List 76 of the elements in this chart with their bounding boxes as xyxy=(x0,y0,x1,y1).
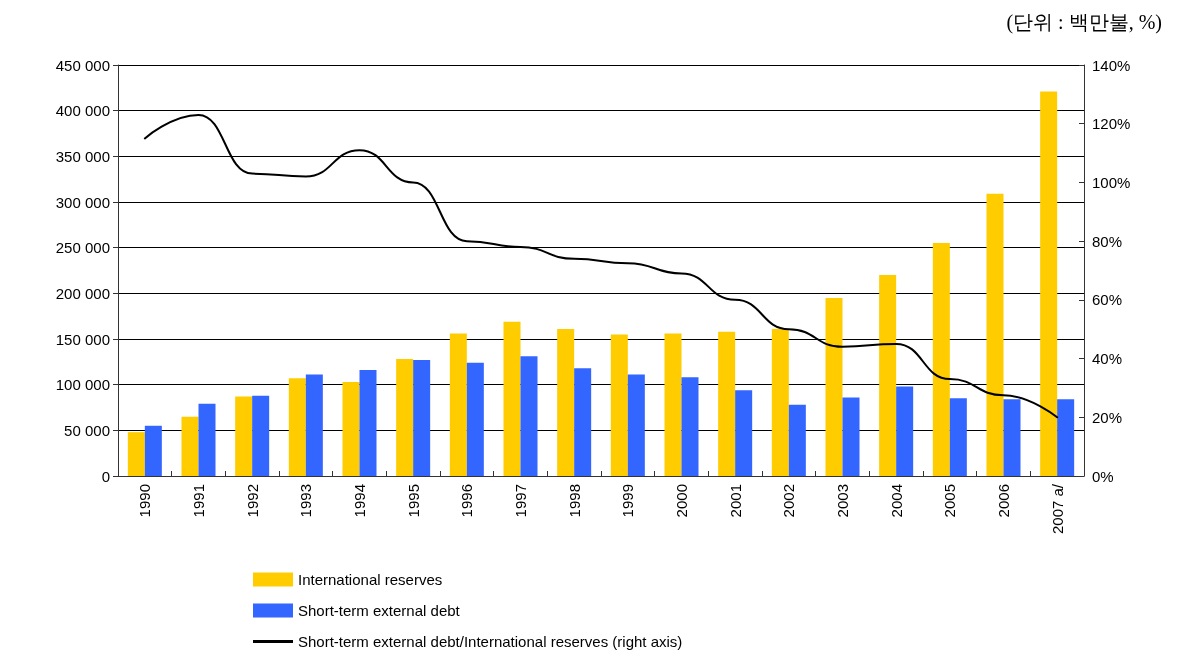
bar xyxy=(932,243,950,476)
bar xyxy=(235,396,253,476)
x-tick-label: 1992 xyxy=(243,484,261,518)
y-tick-label: 50 000 xyxy=(64,421,110,439)
bar xyxy=(879,275,897,476)
x-tick-label: 2002 xyxy=(780,484,798,518)
x-tick-label: 1995 xyxy=(404,484,422,518)
bar xyxy=(986,193,1004,476)
x-tick-label: 1991 xyxy=(190,484,207,518)
bar xyxy=(466,362,484,476)
y2-tick-label: 100% xyxy=(1092,173,1131,191)
bar xyxy=(718,331,736,476)
x-tick-label: 1996 xyxy=(458,484,476,518)
bar xyxy=(198,403,216,476)
x-tick-label: 2005 xyxy=(941,484,959,518)
bar xyxy=(627,374,645,476)
bar xyxy=(520,356,538,476)
x-tick-label: 1999 xyxy=(619,484,637,518)
bar xyxy=(681,377,699,476)
bar xyxy=(557,328,575,476)
y-tick-label: 400 000 xyxy=(55,102,110,120)
y-tick-label: 0 xyxy=(101,467,110,485)
x-tick-label: 2007 a/ xyxy=(1048,483,1066,535)
y-tick-label: 200 000 xyxy=(55,284,110,302)
bar xyxy=(842,397,860,476)
y2-tick-label: 20% xyxy=(1092,408,1123,426)
x-tick-label: 1990 xyxy=(136,484,154,518)
bar xyxy=(949,398,967,476)
x-tick-label: 2000 xyxy=(673,484,690,518)
bar xyxy=(252,395,270,476)
y-tick-label: 100 000 xyxy=(55,376,110,394)
bar xyxy=(735,390,753,476)
bar xyxy=(413,360,431,476)
x-tick-label: 1993 xyxy=(297,484,315,518)
y2-tick-label: 40% xyxy=(1092,350,1123,368)
y2-tick-label: 60% xyxy=(1092,291,1123,309)
y-tick-label: 250 000 xyxy=(55,239,110,257)
legend-label: International reserves xyxy=(298,571,443,588)
y-tick-label: 300 000 xyxy=(55,193,110,211)
bar xyxy=(1003,399,1021,476)
x-tick-label: 1998 xyxy=(565,484,583,518)
y-tick-label: 350 000 xyxy=(55,147,110,165)
y2-tick-label: 0% xyxy=(1092,467,1114,485)
x-tick-label: 1997 xyxy=(512,484,529,518)
bar xyxy=(771,328,789,476)
bar xyxy=(896,386,914,476)
x-tick-label: 2006 xyxy=(995,484,1012,518)
legend-label: Short-term external debt/International reserves (right axis) xyxy=(298,633,683,650)
bar xyxy=(664,333,682,476)
bar xyxy=(396,359,414,476)
x-tick-label: 2003 xyxy=(834,484,851,518)
bar xyxy=(825,297,843,476)
y-tick-label: 150 000 xyxy=(55,330,110,348)
bar xyxy=(359,370,377,476)
bar xyxy=(610,334,628,476)
bar xyxy=(1057,399,1075,476)
bar xyxy=(788,404,806,476)
y2-tick-label: 140% xyxy=(1092,56,1131,74)
legend-label: Short-term external debt xyxy=(298,602,461,619)
bar xyxy=(127,432,145,476)
x-tick-label: 1994 xyxy=(351,484,368,518)
y-tick-label: 450 000 xyxy=(55,56,110,74)
bar xyxy=(288,378,306,476)
bar xyxy=(305,374,323,476)
x-tick-label: 2001 xyxy=(726,484,744,518)
y2-tick-label: 120% xyxy=(1092,115,1131,133)
bar xyxy=(574,368,592,476)
y2-tick-label: 80% xyxy=(1092,232,1123,250)
text: (단위 : 백만불, %) xyxy=(1006,11,1163,34)
bar xyxy=(181,416,199,476)
bar xyxy=(449,333,467,476)
bar xyxy=(1040,91,1058,476)
bar xyxy=(342,381,360,476)
bar xyxy=(144,425,162,476)
bar xyxy=(503,321,521,476)
x-tick-label: 2004 xyxy=(887,484,905,518)
